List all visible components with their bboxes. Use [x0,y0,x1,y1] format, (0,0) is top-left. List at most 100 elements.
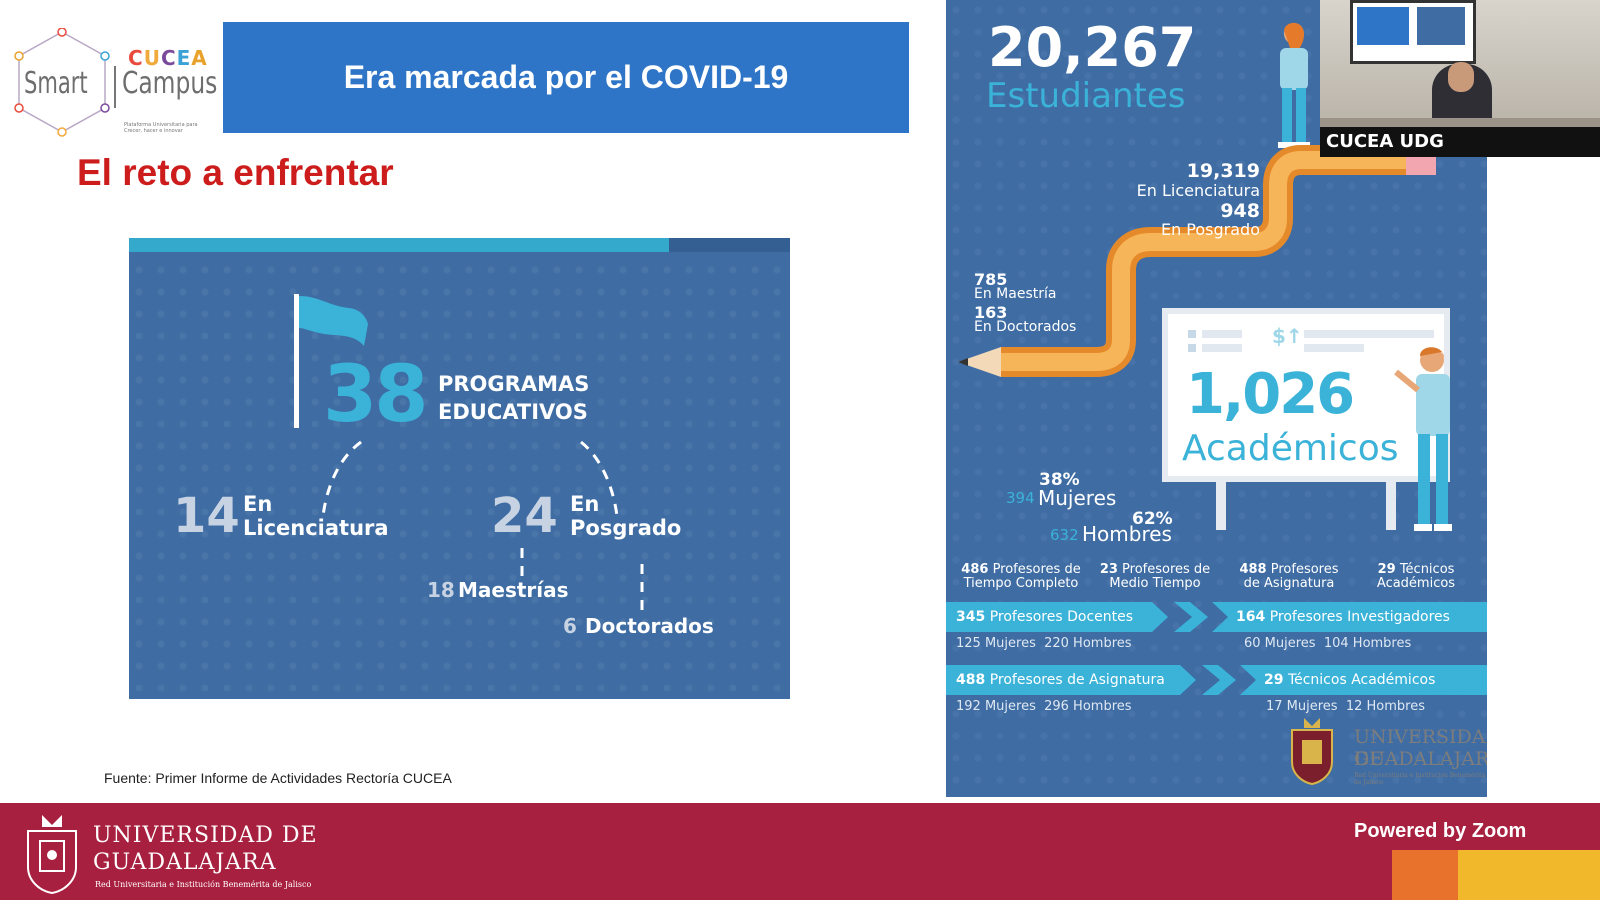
pos-count: 948 [1220,200,1260,222]
women-count: 125 Mujeres [956,636,1036,651]
udg-name-line1: UNIVERSIDAD DE [1354,726,1487,770]
slide-title-banner: Era marcada por el COVID-19 [223,22,909,133]
row-label: Profesores Investigadores [1269,609,1450,625]
doctorado-count: 163 [974,303,1008,322]
chevron-right-icon [1202,665,1236,695]
doctorados-count: 6 [563,614,577,638]
udg-crest-icon [1291,718,1333,786]
licenciatura-count: 14 [173,488,240,544]
maestria-count: 785 [974,270,1008,289]
lic-count: 19,319 [1186,160,1260,182]
cucea-letter: C [128,46,144,70]
women-count: 17 Mujeres [1266,699,1338,714]
women-percentage: 38% [1039,470,1080,490]
women-count: 60 Mujeres [1244,636,1316,651]
cucea-letter: A [191,46,208,70]
category-line2: Académicos [1376,576,1456,591]
posgrado-label-1: En [570,492,600,516]
logo-tagline: Plataforma Universitaria para Crecer, ha… [124,122,198,134]
cucea-wordmark: CUCEA [128,46,208,70]
footer-orange-stripe [1392,850,1458,900]
row-profesores-docentes: 345 Profesores Docentes [946,602,1168,632]
powered-by-zoom-label: Powered by Zoom [1354,820,1527,842]
teacher-illustration [1394,347,1452,531]
category-line1: Profesores de [992,562,1081,577]
panel-top-bar-dark [669,238,790,252]
category-line1: Profesores de [1122,562,1211,577]
licenciatura-label-2: Licenciatura [243,516,389,540]
row-profesores-investigadores: 164 Profesores Investigadores [1212,602,1487,632]
row-tecnicos-academicos: 29 Técnicos Académicos [1240,665,1487,695]
category-line2: Tiempo Completo [963,576,1079,591]
category-count: 23 [1099,562,1118,577]
category-count: 29 [1377,562,1396,577]
men-label: Hombres [1082,522,1172,546]
row-tecnicos-breakdown: 17 Mujeres 12 Hombres [1266,699,1425,714]
hexagon-logo-icon [14,28,110,137]
participant-name-label: CUCEA UDG [1320,127,1600,157]
category-line1: Profesores [1270,562,1339,577]
doctorado-label: En Doctorados [974,319,1077,335]
lic-label: En Licenciatura [1136,181,1260,200]
maestrias-count: 18 [427,578,455,602]
chevron-right-icon [1174,602,1208,632]
logo-divider [114,66,116,108]
footer-udg-line3: Red Universitaria e Institución Beneméri… [95,880,312,889]
programs-panel: 38 PROGRAMAS EDUCATIVOS 14 En Licenciatu… [129,238,790,699]
cucea-letter: C [160,46,177,70]
row-count: 29 [1264,672,1284,688]
footer-yellow-stripe [1458,850,1600,900]
academics-label: Académicos [1182,428,1399,469]
category-tiempo-completo: 486 Profesores de Tiempo Completo [956,563,1086,591]
row-profesores-asignatura: 488 Profesores de Asignatura [946,665,1196,695]
pos-label: En Posgrado [1160,220,1260,239]
participant-video-tile[interactable]: CUCEA UDG [1320,0,1600,157]
programs-total: 38 [323,350,429,440]
licenciatura-label-1: En [243,492,273,516]
row-asignatura-breakdown: 192 Mujeres 296 Hombres [956,699,1132,714]
source-note: Fuente: Primer Informe de Actividades Re… [104,770,452,786]
women-count: 394 [1006,489,1035,507]
footer-udg-line2: GUADALAJARA [93,850,277,875]
women-label: Mujeres [1038,486,1117,510]
row-count: 345 [956,609,986,625]
posgrado-label-2: Posgrado [570,516,682,540]
row-count: 164 [1236,609,1266,625]
row-count: 488 [956,672,986,688]
flag-icon [294,294,368,428]
udg-name-line3: Red Universitaria e Institución Beneméri… [1354,772,1486,786]
category-count: 486 [961,562,989,577]
category-line2: Medio Tiempo [1109,576,1201,591]
programs-total-label-2: EDUCATIVOS [438,400,588,424]
cucea-letter: E [176,46,192,70]
student-illustration [1278,22,1310,148]
row-label: Técnicos Académicos [1287,672,1436,688]
slide-subtitle: El reto a enfrentar [77,152,394,193]
logo-smart-text: Smart [24,66,88,101]
category-asignatura: 488 Profesores de Asignatura [1232,563,1346,591]
video-background-screen [1350,0,1476,64]
whiteboard: $↑ 1,026 Académicos [1162,308,1450,482]
men-count: 632 [1050,526,1079,544]
academics-count: 1,026 [1186,362,1355,427]
category-tecnicos: 29 Técnicos Académicos [1358,563,1474,591]
men-count: 104 Hombres [1323,636,1412,651]
students-label: Estudiantes [986,76,1186,116]
speaker-face [1448,62,1474,92]
maestria-label: En Maestría [974,286,1057,302]
women-count: 192 Mujeres [956,699,1036,714]
cucea-letter: U [143,46,161,70]
footer-udg-line1: UNIVERSIDAD DE [93,823,318,848]
category-count: 488 [1239,562,1267,577]
maestrias-label: Maestrías [458,578,569,602]
men-count: 220 Hombres [1044,636,1132,651]
category-line2: de Asignatura [1243,576,1335,591]
category-medio-tiempo: 23 Profesores de Medio Tiempo [1092,563,1218,591]
doctorados-label: Doctorados [585,614,714,638]
row-docentes-breakdown: 125 Mujeres 220 Hombres [956,636,1132,651]
slide-title: Era marcada por el COVID-19 [343,59,789,95]
logo-campus-text: Campus [122,66,218,101]
udg-name-line2: GUADALAJARA [1354,748,1487,770]
men-count: 12 Hombres [1345,699,1425,714]
programs-total-label-1: PROGRAMAS [438,372,590,396]
